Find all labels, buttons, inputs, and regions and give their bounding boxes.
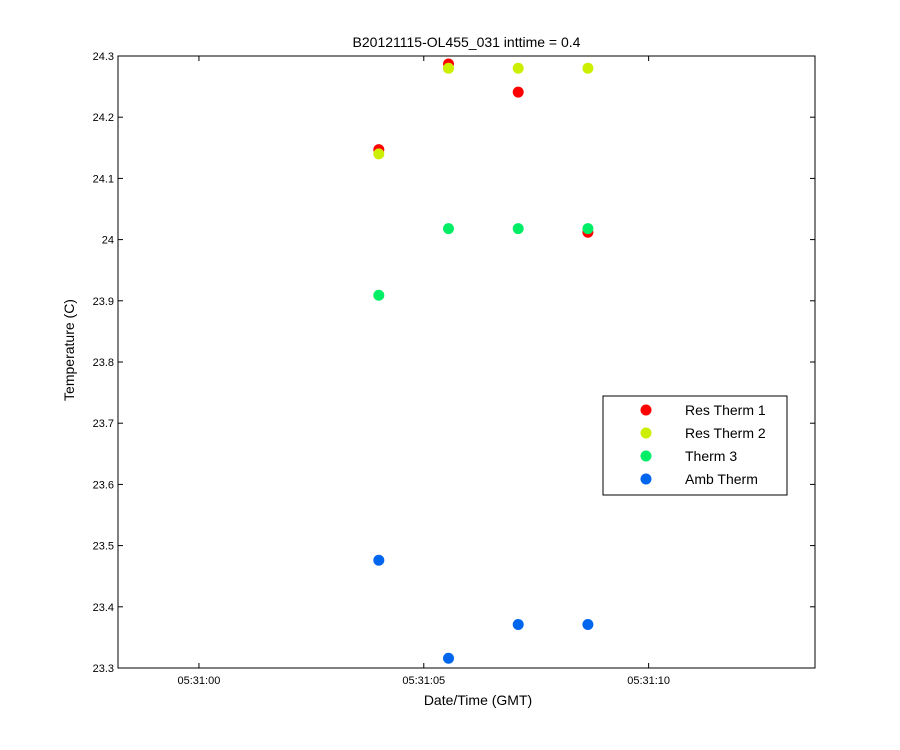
legend-label: Res Therm 1 (685, 402, 766, 418)
y-tick-label: 24.3 (93, 51, 114, 63)
y-tick-label: 23.4 (93, 602, 114, 614)
x-tick-label: 05:31:00 (178, 675, 221, 687)
data-point-series-2 (582, 62, 594, 74)
data-point-series-3 (582, 223, 594, 235)
legend-marker (640, 404, 652, 416)
data-point-series-3 (373, 289, 385, 301)
data-point-series-2 (373, 148, 385, 160)
data-point-series-4 (373, 554, 385, 566)
y-tick-label: 23.9 (93, 296, 114, 308)
legend-label: Amb Therm (685, 471, 758, 487)
data-point-series-2 (443, 62, 455, 74)
x-tick-label: 05:31:05 (402, 675, 445, 687)
legend-label: Res Therm 2 (685, 425, 766, 441)
data-point-series-3 (443, 223, 455, 235)
legend-marker (640, 473, 652, 485)
data-point-series-4 (512, 619, 524, 631)
axis-ticks: 23.3 23.4 23.5 23.6 23.7 23.8 23.9 24 24.1 24.2 24… (93, 51, 815, 687)
y-axis-label: Temperature (C) (61, 299, 77, 401)
y-tick-label: 24 (102, 235, 114, 247)
legend-marker (640, 450, 652, 462)
data-points (373, 58, 594, 664)
x-tick-label: 05:31:10 (627, 675, 670, 687)
y-tick-label: 24.1 (93, 173, 114, 185)
y-tick-label: 23.5 (93, 541, 114, 553)
data-point-series-1 (512, 86, 524, 98)
data-point-series-4 (443, 652, 455, 664)
x-axis-label: Date/Time (GMT) (424, 692, 532, 708)
data-point-series-3 (512, 223, 524, 235)
legend-box (602, 395, 788, 496)
data-point-series-4 (582, 619, 594, 631)
y-tick-label: 23.6 (93, 479, 114, 491)
y-tick-label: 23.3 (93, 663, 114, 675)
data-point-series-2 (512, 62, 524, 74)
y-tick-label: 23.8 (93, 357, 114, 369)
chart-title: B20121115-OL455_031 inttime = 0.4 (353, 34, 581, 50)
legend-label: Therm 3 (685, 448, 737, 464)
y-tick-label: 23.7 (93, 418, 114, 430)
y-tick-label: 24.2 (93, 112, 114, 124)
plot-area (117, 55, 816, 669)
legend-marker (640, 427, 652, 439)
legend: Res Therm 1 Res Therm 2 Therm 3 Amb Therm (602, 395, 788, 496)
